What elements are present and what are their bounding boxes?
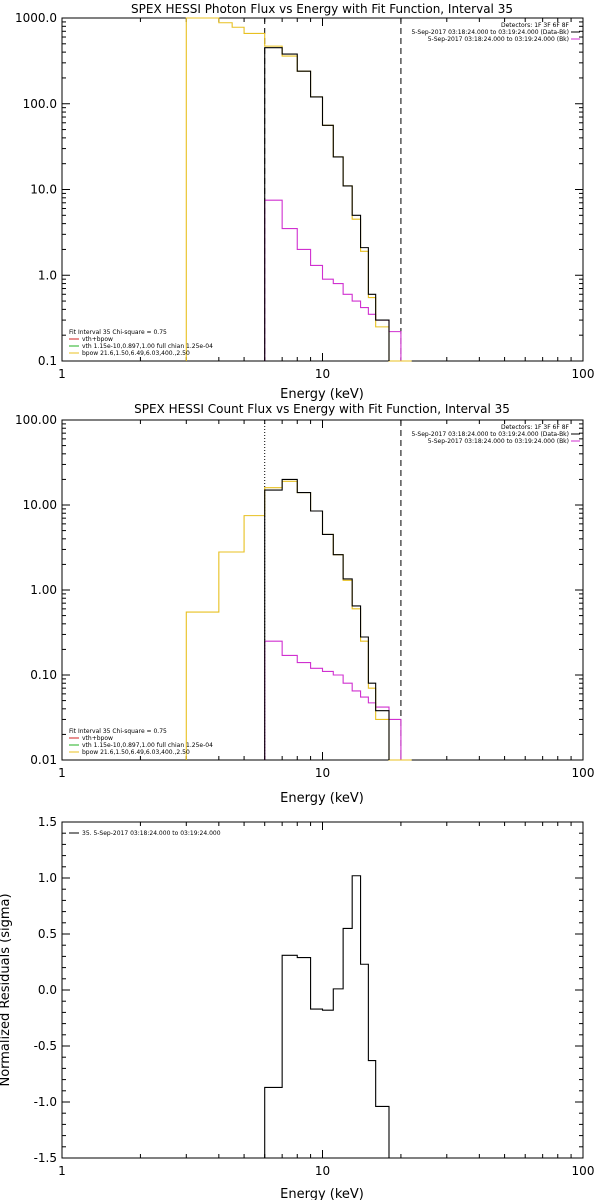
- y-tick-label: 10.0: [30, 183, 57, 197]
- count-info-block: Detectors: 1F 3F 6F 8F5-Sep-2017 03:18:2…: [411, 424, 580, 445]
- y-tick-label: 1000.0: [15, 11, 57, 25]
- photon-plot-title: SPEX HESSI Photon Flux vs Energy with Fi…: [131, 2, 513, 16]
- count-plot-title: SPEX HESSI Count Flux vs Energy with Fit…: [134, 402, 510, 416]
- info-line: 5-Sep-2017 03:18:24.000 to 03:19:24.000 …: [411, 431, 569, 438]
- y-tick-label: 100.0: [23, 97, 57, 111]
- residuals-panel: Energy (keV) Normalized Residuals (sigma…: [0, 815, 594, 1200]
- legend-entry: 35. 5-Sep-2017 03:18:24.000 to 03:19:24.…: [82, 830, 221, 837]
- legend-entry: vth 1.15e-10,0.897,1.00 full chian 1.25e…: [82, 742, 213, 749]
- count-flux-panel: SPEX HESSI Count Flux vs Energy with Fit…: [15, 402, 594, 806]
- spectrum-series: [264, 875, 401, 1159]
- y-tick-label: 100.00: [15, 413, 57, 427]
- legend-entry: bpow 21.6,1.50,6.49,6.03,400.,2.50: [82, 749, 190, 756]
- y-tick-label: 1.5: [38, 815, 57, 829]
- y-tick-label: 0.1: [38, 354, 57, 368]
- count-fit-range-lines: [264, 420, 402, 760]
- spectrum-series: [264, 47, 390, 361]
- legend-entry: vth+bpow: [82, 336, 113, 343]
- photon-info-block: Detectors: 1F 3F 6F 8F5-Sep-2017 03:18:2…: [411, 22, 580, 43]
- legend-entry: Fit Interval 35 Chi-square = 0.75: [69, 329, 167, 336]
- count-fit-legend: Fit Interval 35 Chi-square = 0.75vth+bpo…: [69, 728, 213, 756]
- y-tick-label: -0.5: [34, 1039, 57, 1053]
- legend-entry: vth 1.15e-10,0.897,1.00 full chian 1.25e…: [82, 343, 213, 350]
- info-line: 5-Sep-2017 03:18:24.000 to 03:19:24.000 …: [411, 29, 569, 36]
- count-spectra: [185, 478, 412, 761]
- x-tick-label: 100: [572, 766, 595, 780]
- legend-entry: vth+bpow: [82, 735, 113, 742]
- y-tick-label: 1.0: [38, 268, 57, 282]
- residuals-axis-ticks: 1 10 100 -1.5 -1.0 -0.5 0.0 0.5 1.0 1.5: [34, 815, 595, 1178]
- y-tick-label: 1.00: [30, 583, 57, 597]
- y-tick-label: 0.10: [30, 668, 57, 682]
- photon-x-axis-label: Energy (keV): [280, 387, 364, 402]
- y-tick-label: -1.0: [34, 1095, 57, 1109]
- y-tick-label: 1.0: [38, 871, 57, 885]
- x-tick-label: 1: [58, 1164, 66, 1178]
- legend-entry: Fit Interval 35 Chi-square = 0.75: [69, 728, 167, 735]
- y-tick-label: -1.5: [34, 1151, 57, 1165]
- y-tick-label: 0.01: [30, 753, 57, 767]
- info-line: 5-Sep-2017 03:18:24.000 to 03:19:24.000 …: [428, 438, 569, 445]
- residuals-histogram: [264, 875, 401, 1159]
- info-line: 5-Sep-2017 03:18:24.000 to 03:19:24.000 …: [428, 36, 569, 43]
- count-x-axis-label: Energy (keV): [280, 791, 364, 806]
- y-tick-label: 0.0: [38, 983, 57, 997]
- x-tick-label: 1: [58, 766, 66, 780]
- x-tick-label: 10: [315, 367, 330, 381]
- photon-spectra: [185, 17, 412, 362]
- residuals-legend: 35. 5-Sep-2017 03:18:24.000 to 03:19:24.…: [69, 830, 221, 837]
- x-tick-label: 1: [58, 367, 66, 381]
- residuals-x-axis-label: Energy (keV): [280, 1187, 364, 1200]
- x-tick-label: 10: [315, 1164, 330, 1178]
- x-tick-label: 10: [315, 766, 330, 780]
- x-tick-label: 100: [572, 1164, 595, 1178]
- photon-flux-panel: SPEX HESSI Photon Flux vs Energy with Fi…: [15, 2, 594, 402]
- info-line: Detectors: 1F 3F 6F 8F: [501, 22, 570, 29]
- y-tick-label: 0.5: [38, 927, 57, 941]
- x-tick-label: 100: [572, 367, 595, 381]
- legend-entry: bpow 21.6,1.50,6.49,6.03,400.,2.50: [82, 350, 190, 357]
- count-axis-ticks: 1 10 100 0.01 0.10 1.00 10.00 100.00: [15, 413, 594, 780]
- info-line: Detectors: 1F 3F 6F 8F: [501, 424, 570, 431]
- photon-fit-legend: Fit Interval 35 Chi-square = 0.75vth+bpo…: [69, 329, 213, 357]
- y-tick-label: 10.00: [23, 498, 57, 512]
- residuals-y-axis-label: Normalized Residuals (sigma): [0, 893, 13, 1086]
- spectrum-series: [264, 478, 390, 760]
